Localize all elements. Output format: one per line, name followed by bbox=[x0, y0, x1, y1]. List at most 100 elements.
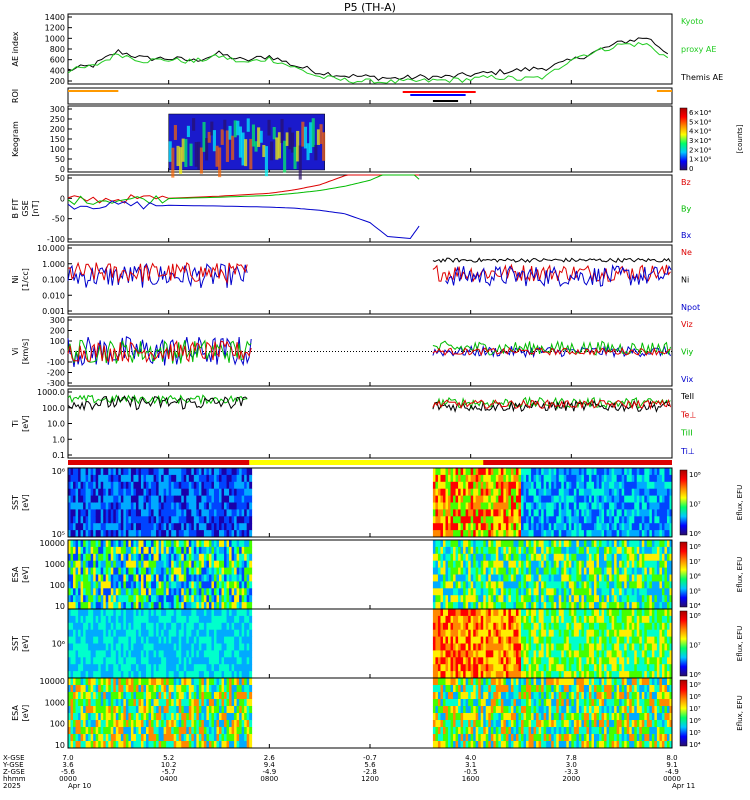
spectrogram-cell-sst_e bbox=[73, 671, 76, 679]
spectrogram-cell-sst_i bbox=[558, 530, 562, 538]
spectrogram-cell-esa_i bbox=[614, 546, 618, 555]
spectrogram-cell-sst_i bbox=[231, 488, 235, 496]
ytick-label-vi: 300 bbox=[50, 316, 65, 325]
spectrogram-cell-sst_e bbox=[483, 622, 487, 631]
spectrogram-cell-esa_i bbox=[510, 602, 514, 610]
spectrogram-cell-sst_i bbox=[100, 516, 104, 524]
spectrogram-cell-sst_e bbox=[173, 664, 177, 672]
spectrogram-cell-sst_i bbox=[541, 530, 545, 538]
spectrogram-cell-esa_i bbox=[626, 602, 630, 610]
spectrogram-cell-sst_i bbox=[128, 523, 132, 531]
spectrogram-cell-esa_i bbox=[120, 581, 124, 589]
spectrogram-cell-esa_i bbox=[619, 574, 623, 582]
spectrogram-cell-sst_i bbox=[505, 523, 509, 531]
spectrogram-cell-sst_e bbox=[73, 622, 76, 631]
spectrogram-cell-sst_e bbox=[543, 650, 547, 658]
spectrogram-cell-sst_e bbox=[208, 609, 212, 617]
spectrogram-cell-esa_i bbox=[135, 588, 139, 596]
spectrogram-cell-sst_i bbox=[475, 523, 479, 531]
spectrogram-cell-esa_i bbox=[468, 574, 472, 582]
spectrogram-cell-esa_i bbox=[508, 602, 512, 610]
spectrogram-cell-sst_e bbox=[90, 657, 94, 665]
spectrogram-cell-sst_i bbox=[463, 488, 467, 496]
spectrogram-cell-sst_i bbox=[85, 474, 89, 483]
spectrogram-cell-sst_e bbox=[146, 629, 149, 637]
spectrogram-cell-sst_i bbox=[533, 509, 537, 517]
spectrogram-cell-sst_e bbox=[513, 615, 517, 624]
spectrogram-cell-sst_e bbox=[543, 629, 547, 637]
spectrogram-cell-esa_i bbox=[103, 540, 107, 548]
spectrogram-cell-sst_i bbox=[234, 516, 238, 524]
spectrogram-cell-sst_i bbox=[626, 523, 630, 531]
spectrogram-cell-esa_i bbox=[153, 560, 157, 568]
spectrogram-cell-esa_i bbox=[146, 567, 149, 575]
spectrogram-cell-sst_e bbox=[158, 643, 162, 651]
spectrogram-cell-esa_i bbox=[621, 553, 625, 562]
spectrogram-cell-esa_i bbox=[488, 602, 492, 610]
spectrogram-cell-sst_i bbox=[629, 523, 633, 531]
spectrogram-cell-sst_i bbox=[526, 530, 529, 538]
spectrogram-cell-sst_e bbox=[432, 671, 436, 679]
spectrogram-cell-esa_i bbox=[146, 581, 149, 589]
spectrogram-cell-sst_i bbox=[183, 488, 187, 496]
spectrogram-cell-esa_i bbox=[440, 546, 444, 555]
spectrogram-cell-esa_i bbox=[113, 602, 117, 610]
spectrogram-cell-sst_e bbox=[553, 657, 557, 665]
spectrogram-cell-sst_e bbox=[455, 629, 459, 637]
spectrogram-cell-sst_i bbox=[556, 516, 560, 524]
spectrogram-cell-sst_i bbox=[458, 474, 461, 483]
spectrogram-cell-sst_i bbox=[108, 481, 112, 490]
spectrogram-cell-sst_i bbox=[568, 488, 572, 496]
spectrogram-cell-sst_i bbox=[616, 523, 620, 531]
spectrogram-cell-esa_i bbox=[596, 560, 600, 568]
spectrogram-cell-esa_i bbox=[246, 567, 250, 575]
spectrogram-cell-esa_i bbox=[123, 595, 127, 603]
spectrogram-cell-esa_i bbox=[541, 540, 545, 548]
spectrogram-cell-sst_i bbox=[616, 495, 620, 503]
spectrogram-cell-sst_e bbox=[140, 657, 144, 665]
spectrogram-cell-sst_e bbox=[70, 615, 74, 624]
spectrogram-cell-sst_e bbox=[453, 615, 456, 624]
spectrogram-cell-sst_e bbox=[196, 643, 200, 651]
spectrogram-cell-sst_i bbox=[437, 495, 441, 503]
keogram-cell bbox=[212, 130, 216, 152]
spectrogram-cell-sst_e bbox=[120, 664, 124, 672]
spectrogram-cell-sst_e bbox=[515, 671, 519, 679]
spectrogram-cell-sst_i bbox=[521, 502, 524, 510]
spectrogram-cell-esa_i bbox=[244, 567, 248, 575]
spectrogram-cell-esa_i bbox=[146, 546, 149, 555]
spectrogram-cell-sst_i bbox=[619, 468, 623, 476]
spectrogram-cell-esa_i bbox=[614, 540, 618, 548]
spectrogram-cell-sst_e bbox=[533, 664, 537, 672]
spectrogram-cell-esa_i bbox=[586, 546, 590, 555]
spectrogram-cell-sst_e bbox=[568, 615, 572, 624]
spectrogram-cell-esa_i bbox=[521, 553, 524, 562]
series-viz bbox=[67, 340, 252, 364]
spectrogram-cell-esa_i bbox=[656, 581, 660, 589]
spectrogram-cell-sst_e bbox=[241, 650, 245, 658]
spectrogram-cell-esa_i bbox=[198, 553, 202, 562]
spectrogram-cell-sst_e bbox=[193, 671, 197, 679]
spectrogram-cell-sst_i bbox=[70, 502, 74, 510]
spectrogram-cell-sst_i bbox=[125, 474, 129, 483]
spectrogram-cell-sst_i bbox=[669, 509, 673, 517]
spectrogram-cell-sst_e bbox=[234, 643, 238, 651]
spectrogram-cell-sst_i bbox=[188, 502, 192, 510]
spectrogram-cell-esa_i bbox=[463, 588, 467, 596]
spectrogram-cell-sst_i bbox=[213, 516, 217, 524]
spectrogram-cell-sst_i bbox=[621, 530, 625, 538]
spectrogram-cell-sst_i bbox=[445, 495, 449, 503]
spectrogram-cell-sst_i bbox=[483, 468, 487, 476]
spectrogram-cell-sst_i bbox=[588, 516, 592, 524]
spectrogram-cell-esa_i bbox=[636, 567, 640, 575]
spectrogram-cell-esa_i bbox=[186, 546, 190, 555]
spectrogram-cell-sst_i bbox=[561, 468, 565, 476]
spectrogram-cell-sst_i bbox=[115, 474, 119, 483]
spectrogram-cell-esa_i bbox=[488, 567, 492, 575]
spectrogram-cell-sst_i bbox=[100, 488, 104, 496]
spectrogram-cell-sst_i bbox=[531, 481, 534, 490]
spectrogram-cell-esa_i bbox=[470, 560, 474, 568]
spectrogram-cell-sst_e bbox=[468, 650, 472, 658]
spectrogram-cell-sst_e bbox=[568, 643, 572, 651]
spectrogram-cell-sst_i bbox=[171, 474, 175, 483]
